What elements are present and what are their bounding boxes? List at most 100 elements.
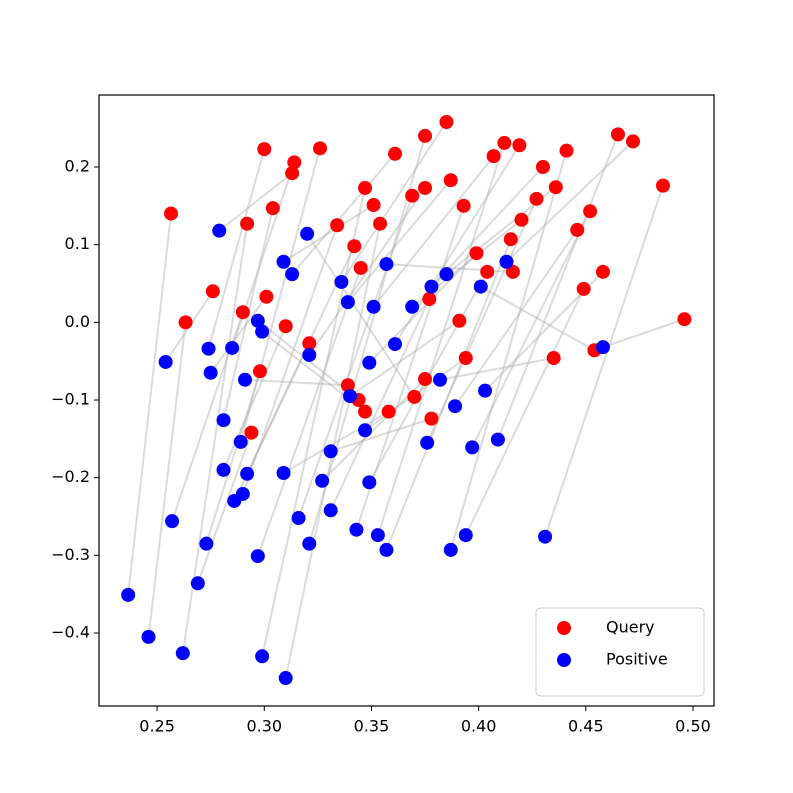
point — [535, 159, 550, 174]
point — [546, 351, 561, 366]
pair-line — [385, 238, 512, 551]
point — [583, 204, 598, 219]
pair-line — [372, 155, 495, 308]
pair-line — [308, 135, 427, 544]
pair-line — [196, 432, 253, 584]
point — [259, 289, 274, 304]
point — [278, 319, 293, 334]
point — [203, 365, 218, 380]
point — [302, 347, 317, 362]
point — [418, 180, 433, 195]
point — [514, 212, 529, 227]
point — [486, 149, 501, 164]
y-tick-label: 0.1 — [65, 234, 90, 253]
point — [480, 264, 495, 279]
point — [121, 587, 136, 602]
legend-marker — [557, 621, 571, 635]
pair-line — [471, 210, 591, 448]
pair-line — [340, 121, 448, 283]
point — [373, 216, 388, 231]
pair-line — [239, 148, 321, 443]
point — [340, 295, 355, 310]
legend: Query Positive — [535, 607, 705, 697]
y-tick-label: 0.2 — [65, 156, 90, 175]
point — [448, 399, 463, 414]
point — [478, 383, 493, 398]
pair-line — [505, 140, 634, 263]
point — [255, 649, 270, 664]
point — [300, 226, 315, 241]
point — [250, 313, 265, 328]
pair-line — [241, 224, 339, 495]
point — [418, 128, 433, 143]
pair-line — [464, 288, 585, 536]
legend-label: Query — [606, 618, 655, 637]
point — [244, 425, 259, 440]
pair-line — [439, 357, 554, 381]
point — [625, 134, 640, 149]
point — [240, 216, 255, 231]
point — [315, 473, 330, 488]
point — [512, 138, 527, 153]
point — [287, 155, 302, 170]
point — [469, 246, 484, 261]
legend-label: Positive — [606, 650, 668, 669]
point — [252, 364, 267, 379]
pair-line — [147, 322, 187, 637]
point — [433, 372, 448, 387]
point — [595, 264, 610, 279]
point — [276, 466, 291, 481]
point — [424, 279, 439, 294]
point — [370, 528, 385, 543]
pair-line — [544, 185, 664, 538]
x-tick-label: 0.35 — [354, 717, 390, 736]
pair-line — [261, 187, 366, 657]
point — [240, 466, 255, 481]
point — [439, 114, 454, 129]
point — [285, 166, 300, 181]
pair-line — [480, 285, 595, 352]
point — [313, 141, 328, 156]
point — [505, 264, 520, 279]
point — [538, 529, 553, 544]
pair-line — [283, 410, 390, 474]
legend-box — [535, 607, 705, 697]
point — [458, 351, 473, 366]
point — [677, 312, 692, 327]
point — [265, 201, 280, 216]
point — [473, 279, 488, 294]
point — [340, 378, 355, 393]
point — [285, 267, 300, 282]
point — [595, 340, 610, 355]
pair-line — [297, 195, 414, 519]
point — [257, 142, 272, 157]
pair-line — [256, 267, 362, 557]
point — [366, 198, 381, 213]
point — [164, 206, 179, 221]
point — [358, 180, 373, 195]
point — [233, 434, 248, 449]
pair-line — [454, 229, 579, 407]
point — [418, 372, 433, 387]
y-tick-label: −0.3 — [51, 545, 90, 564]
point — [216, 413, 231, 428]
point — [302, 536, 317, 551]
point — [291, 511, 306, 526]
y-tick-label: −0.2 — [51, 467, 90, 486]
point — [178, 315, 193, 330]
point — [366, 299, 381, 314]
pair-line — [496, 134, 619, 440]
x-tick-label: 0.45 — [568, 717, 604, 736]
pair-line — [291, 153, 396, 275]
point — [347, 239, 362, 254]
point — [353, 260, 368, 275]
point — [465, 440, 480, 455]
pair-line — [306, 233, 416, 398]
point — [503, 232, 518, 247]
point — [388, 146, 403, 161]
pair-line — [127, 213, 173, 596]
point — [499, 254, 514, 269]
point — [302, 336, 317, 351]
x-tick-label: 0.25 — [139, 717, 175, 736]
